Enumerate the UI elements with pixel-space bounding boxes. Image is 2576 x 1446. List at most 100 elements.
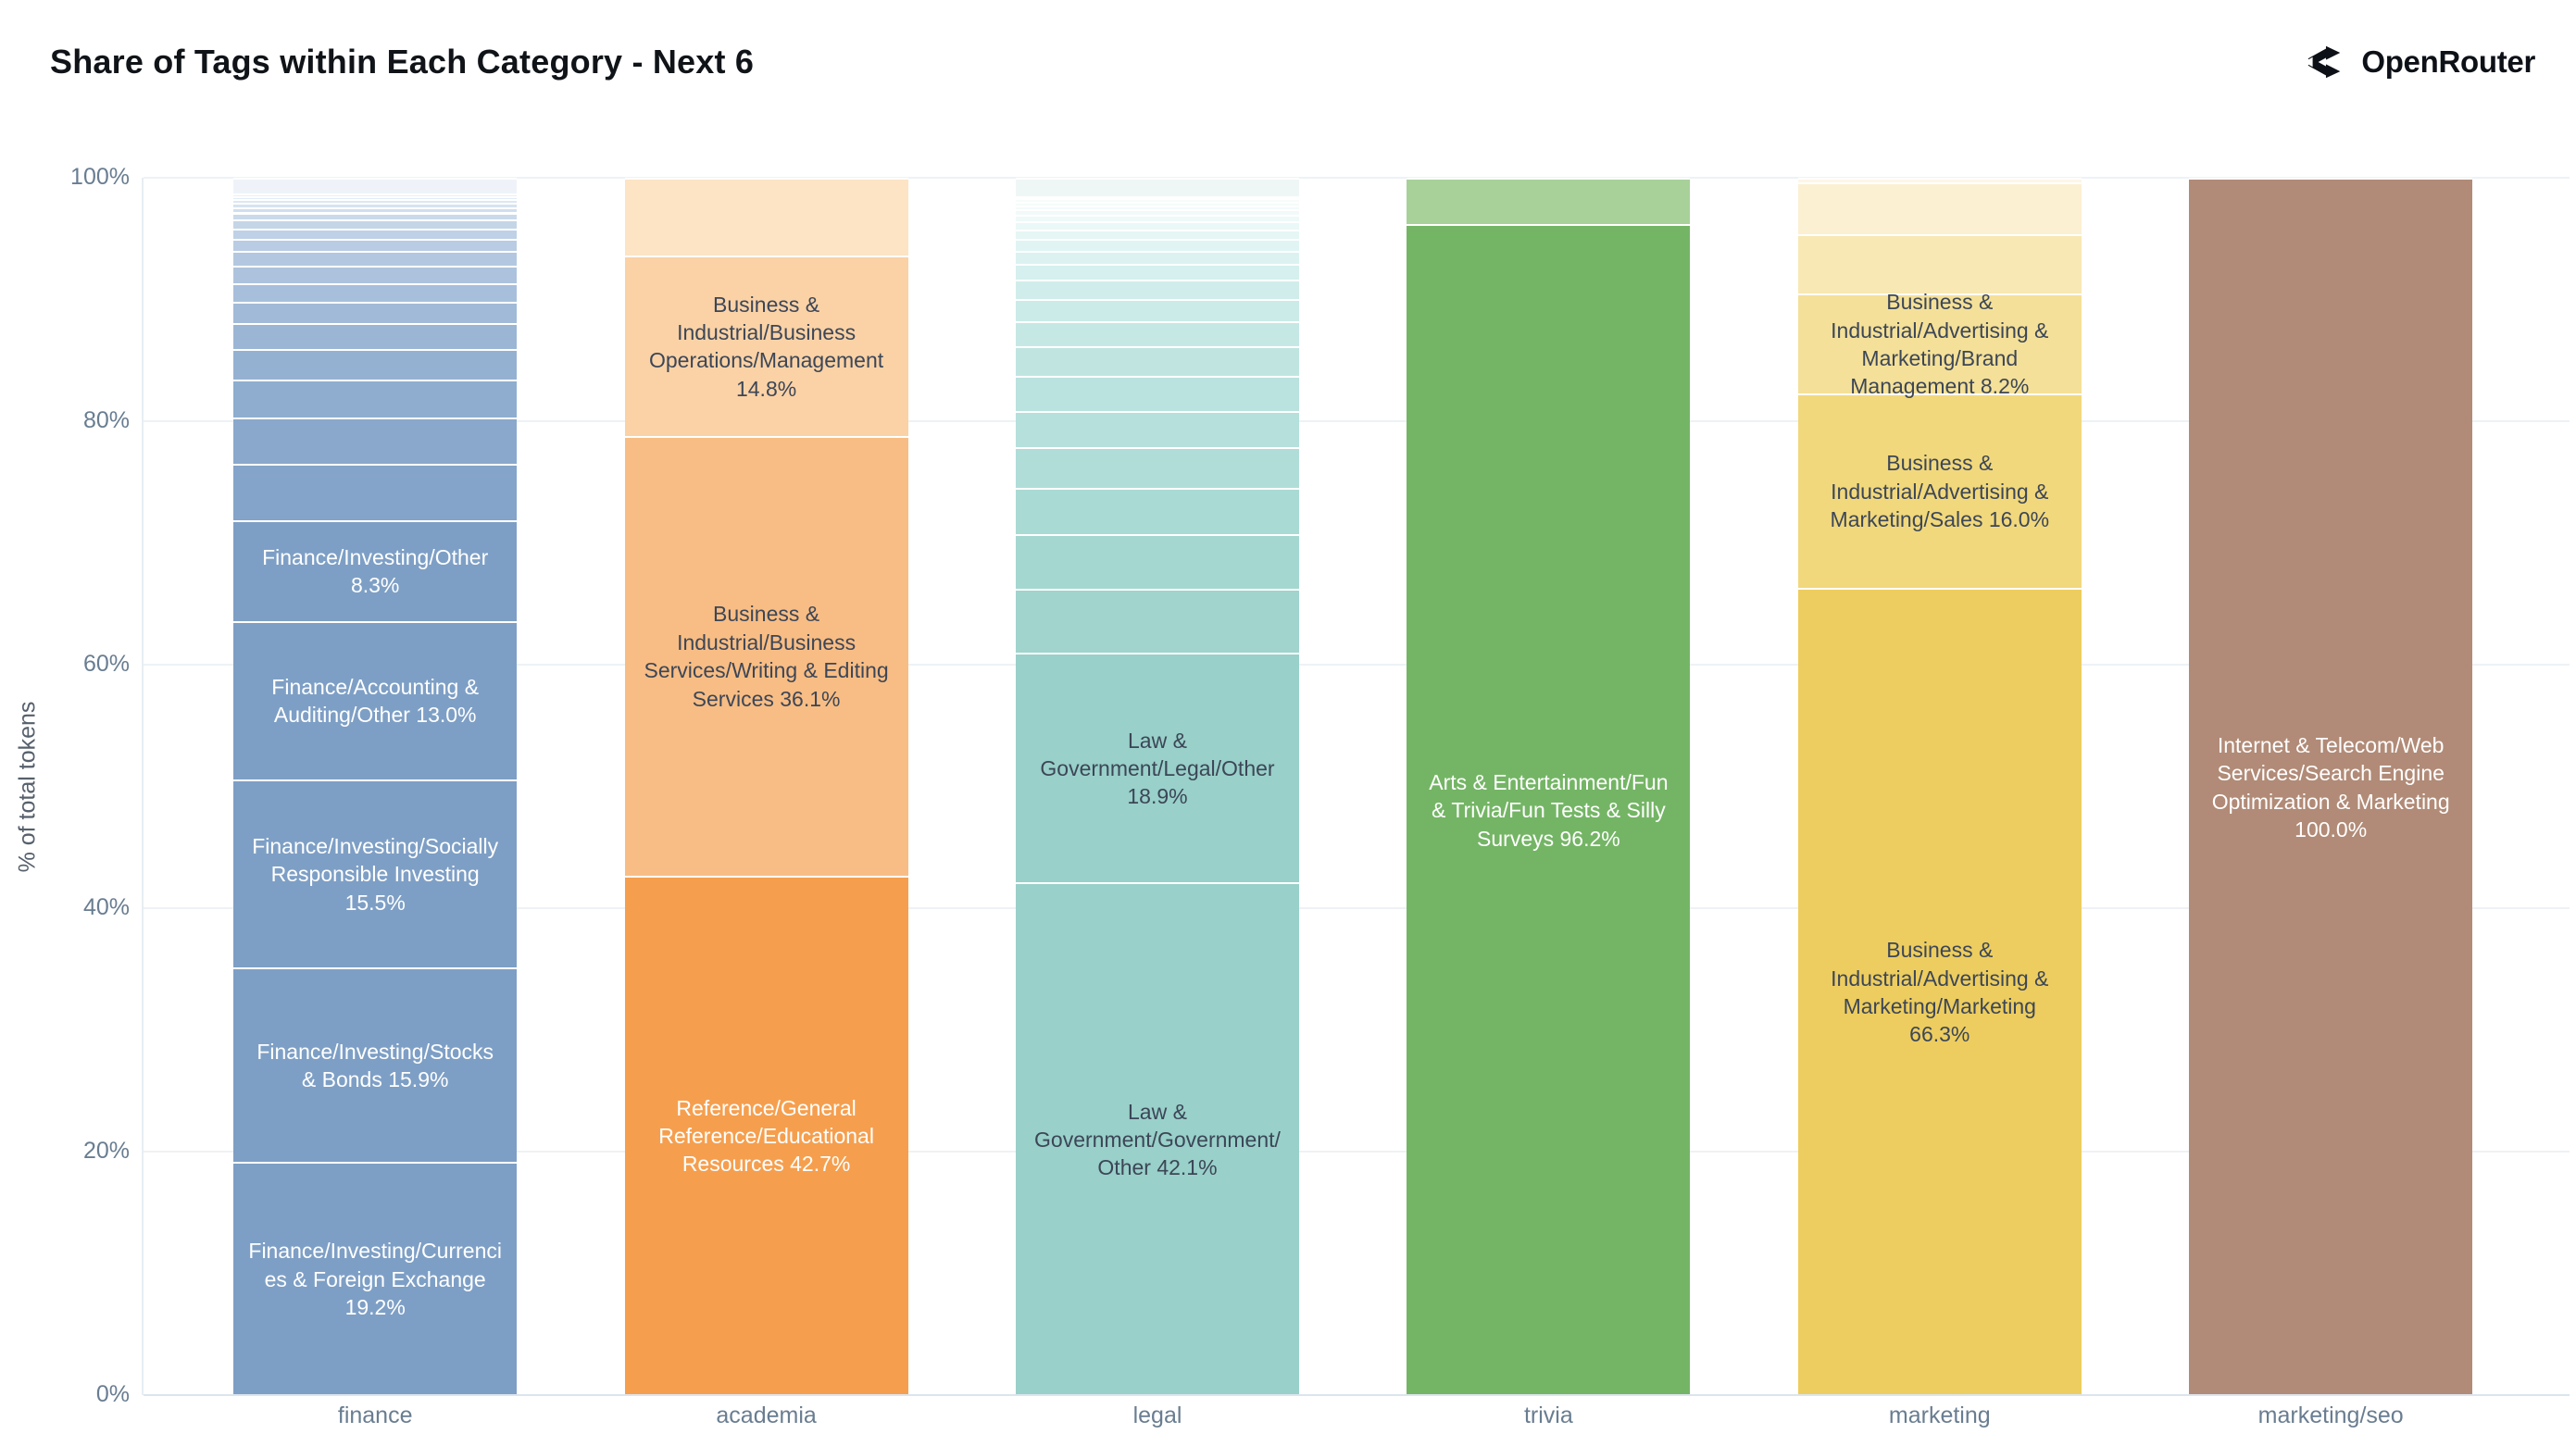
openrouter-icon xyxy=(2304,41,2346,83)
segment-label: Business & Industrial/Business Operation… xyxy=(649,292,884,401)
segment-marketing-3[interactable] xyxy=(1797,233,2082,293)
y-tick-100: 100% xyxy=(70,164,130,190)
segment-marketing-0[interactable]: Business & Industrial/Advertising & Mark… xyxy=(1797,588,2082,1395)
segment-academia-1[interactable]: Business & Industrial/Business Services/… xyxy=(624,435,908,876)
segment-finance-9[interactable] xyxy=(233,323,518,349)
y-axis-line xyxy=(142,178,144,1395)
segment-marketing-5[interactable] xyxy=(1797,178,2082,183)
segment-label: Business & Industrial/Advertising & Mark… xyxy=(1830,451,2050,532)
segment-legal-1[interactable]: Law & Government/Legal/Other 18.9% xyxy=(1016,652,1299,883)
segment-legal-20[interactable] xyxy=(1016,201,1299,206)
segment-trivia-0[interactable]: Arts & Entertainment/Fun & Trivia/Fun Te… xyxy=(1407,223,1691,1395)
segment-legal-6[interactable] xyxy=(1016,410,1299,448)
gridline-20 xyxy=(144,1151,2570,1153)
bar-legal[interactable]: Law & Government/Government/Other 42.1% L… xyxy=(1016,178,1299,1395)
segment-finance-20[interactable] xyxy=(233,199,518,203)
segment-legal-11[interactable] xyxy=(1016,280,1299,299)
segment-finance-6[interactable] xyxy=(233,418,518,465)
y-axis-title: % of total tokens xyxy=(14,701,41,873)
bar-trivia[interactable]: Arts & Entertainment/Fun & Trivia/Fun Te… xyxy=(1407,178,1691,1395)
segment-label: Business & Industrial/Business Services/… xyxy=(644,602,889,711)
segment-finance-3[interactable]: Finance/Accounting & Auditing/Other 13.0… xyxy=(233,620,518,779)
openrouter-logo: OpenRouter xyxy=(2304,41,2535,83)
gridline-40 xyxy=(144,907,2570,909)
x-tick-finance: finance xyxy=(337,1402,413,1428)
segment-legal-23[interactable] xyxy=(1016,178,1299,196)
bar-marketing/seo[interactable]: Internet & Telecom/Web Services/Search E… xyxy=(2189,178,2473,1395)
segment-legal-2[interactable] xyxy=(1016,589,1299,653)
segment-finance-16[interactable] xyxy=(233,219,518,229)
x-tick-marketing: marketing xyxy=(1888,1402,1991,1428)
segment-finance-8[interactable] xyxy=(233,348,518,380)
segment-marketing/seo-0[interactable]: Internet & Telecom/Web Services/Search E… xyxy=(2189,178,2473,1395)
x-tick-trivia: trivia xyxy=(1523,1402,1573,1428)
segment-marketing-2[interactable]: Business & Industrial/Advertising & Mark… xyxy=(1797,290,2082,398)
segment-finance-7[interactable] xyxy=(233,380,518,418)
segment-finance-0[interactable]: Finance/Investing/Currencies & Foreign E… xyxy=(233,1161,518,1395)
segment-finance-14[interactable] xyxy=(233,238,518,251)
segment-legal-19[interactable] xyxy=(1016,205,1299,210)
y-tick-60: 60% xyxy=(82,651,130,677)
segment-finance-19[interactable] xyxy=(233,202,518,207)
segment-finance-10[interactable] xyxy=(233,302,518,324)
segment-label: Finance/Investing/Stocks & Bonds 15.9% xyxy=(256,1039,494,1091)
segment-legal-14[interactable] xyxy=(1016,239,1299,251)
segment-label: Finance/Investing/Other 8.3% xyxy=(262,544,489,598)
segment-academia-0[interactable]: Reference/General Reference/Educational … xyxy=(624,875,908,1395)
segment-legal-3[interactable] xyxy=(1016,534,1299,590)
segment-finance-23[interactable] xyxy=(233,178,518,194)
gridline-80 xyxy=(144,420,2570,422)
x-tick-marketing/seo: marketing/seo xyxy=(2257,1402,2404,1428)
segment-label: Internet & Telecom/Web Services/Search E… xyxy=(2211,732,2450,841)
segment-label: Finance/Accounting & Auditing/Other 13.0… xyxy=(271,674,480,728)
segment-legal-4[interactable] xyxy=(1016,487,1299,535)
segment-legal-18[interactable] xyxy=(1016,209,1299,216)
segment-label: Arts & Entertainment/Fun & Trivia/Fun Te… xyxy=(1429,769,1669,851)
segment-legal-17[interactable] xyxy=(1016,215,1299,222)
segment-legal-16[interactable] xyxy=(1016,221,1299,230)
segment-academia-3[interactable] xyxy=(624,178,908,256)
segment-legal-10[interactable] xyxy=(1016,298,1299,321)
gridline-60 xyxy=(144,664,2570,666)
segment-legal-12[interactable] xyxy=(1016,264,1299,280)
segment-label: Business & Industrial/Advertising & Mark… xyxy=(1831,290,2049,399)
segment-legal-13[interactable] xyxy=(1016,250,1299,265)
segment-legal-22[interactable] xyxy=(1016,195,1299,199)
bar-marketing[interactable]: Business & Industrial/Advertising & Mark… xyxy=(1797,178,2082,1395)
segment-finance-17[interactable] xyxy=(233,212,518,220)
y-tick-80: 80% xyxy=(82,407,130,433)
page-title: Share of Tags within Each Category - Nex… xyxy=(50,43,755,81)
segment-finance-5[interactable] xyxy=(233,464,518,520)
x-tick-academia: academia xyxy=(716,1402,817,1428)
segment-finance-21[interactable] xyxy=(233,195,518,200)
segment-finance-2[interactable]: Finance/Investing/Socially Responsible I… xyxy=(233,779,518,968)
openrouter-logo-text: OpenRouter xyxy=(2361,44,2535,79)
segment-finance-11[interactable] xyxy=(233,282,518,303)
segment-legal-8[interactable] xyxy=(1016,346,1299,377)
y-tick-40: 40% xyxy=(82,894,130,920)
bar-finance[interactable]: Finance/Investing/Currencies & Foreign E… xyxy=(233,178,518,1395)
segment-legal-9[interactable] xyxy=(1016,320,1299,347)
segment-trivia-1[interactable] xyxy=(1407,178,1691,224)
segment-finance-12[interactable] xyxy=(233,265,518,283)
segment-label: Finance/Investing/Socially Responsible I… xyxy=(252,833,499,915)
segment-legal-0[interactable]: Law & Government/Government/Other 42.1% xyxy=(1016,882,1299,1395)
segment-finance-18[interactable] xyxy=(233,206,518,213)
segment-marketing-1[interactable]: Business & Industrial/Advertising & Mark… xyxy=(1797,393,2082,589)
segment-finance-1[interactable]: Finance/Investing/Stocks & Bonds 15.9% xyxy=(233,967,518,1162)
segment-marketing-4[interactable] xyxy=(1797,182,2082,234)
segment-legal-15[interactable] xyxy=(1016,229,1299,240)
segment-finance-13[interactable] xyxy=(233,250,518,266)
segment-finance-4[interactable]: Finance/Investing/Other 8.3% xyxy=(233,519,518,621)
y-tick-20: 20% xyxy=(82,1138,130,1164)
segment-finance-22[interactable] xyxy=(233,193,518,196)
segment-legal-5[interactable] xyxy=(1016,447,1299,488)
segment-finance-15[interactable] xyxy=(233,228,518,239)
segment-legal-7[interactable] xyxy=(1016,376,1299,411)
segment-legal-21[interactable] xyxy=(1016,198,1299,202)
segment-academia-2[interactable]: Business & Industrial/Business Operation… xyxy=(624,256,908,436)
segment-label: Business & Industrial/Advertising & Mark… xyxy=(1831,938,2049,1047)
bar-academia[interactable]: Reference/General Reference/Educational … xyxy=(624,178,908,1395)
segment-label: Reference/General Reference/Educational … xyxy=(658,1095,874,1177)
